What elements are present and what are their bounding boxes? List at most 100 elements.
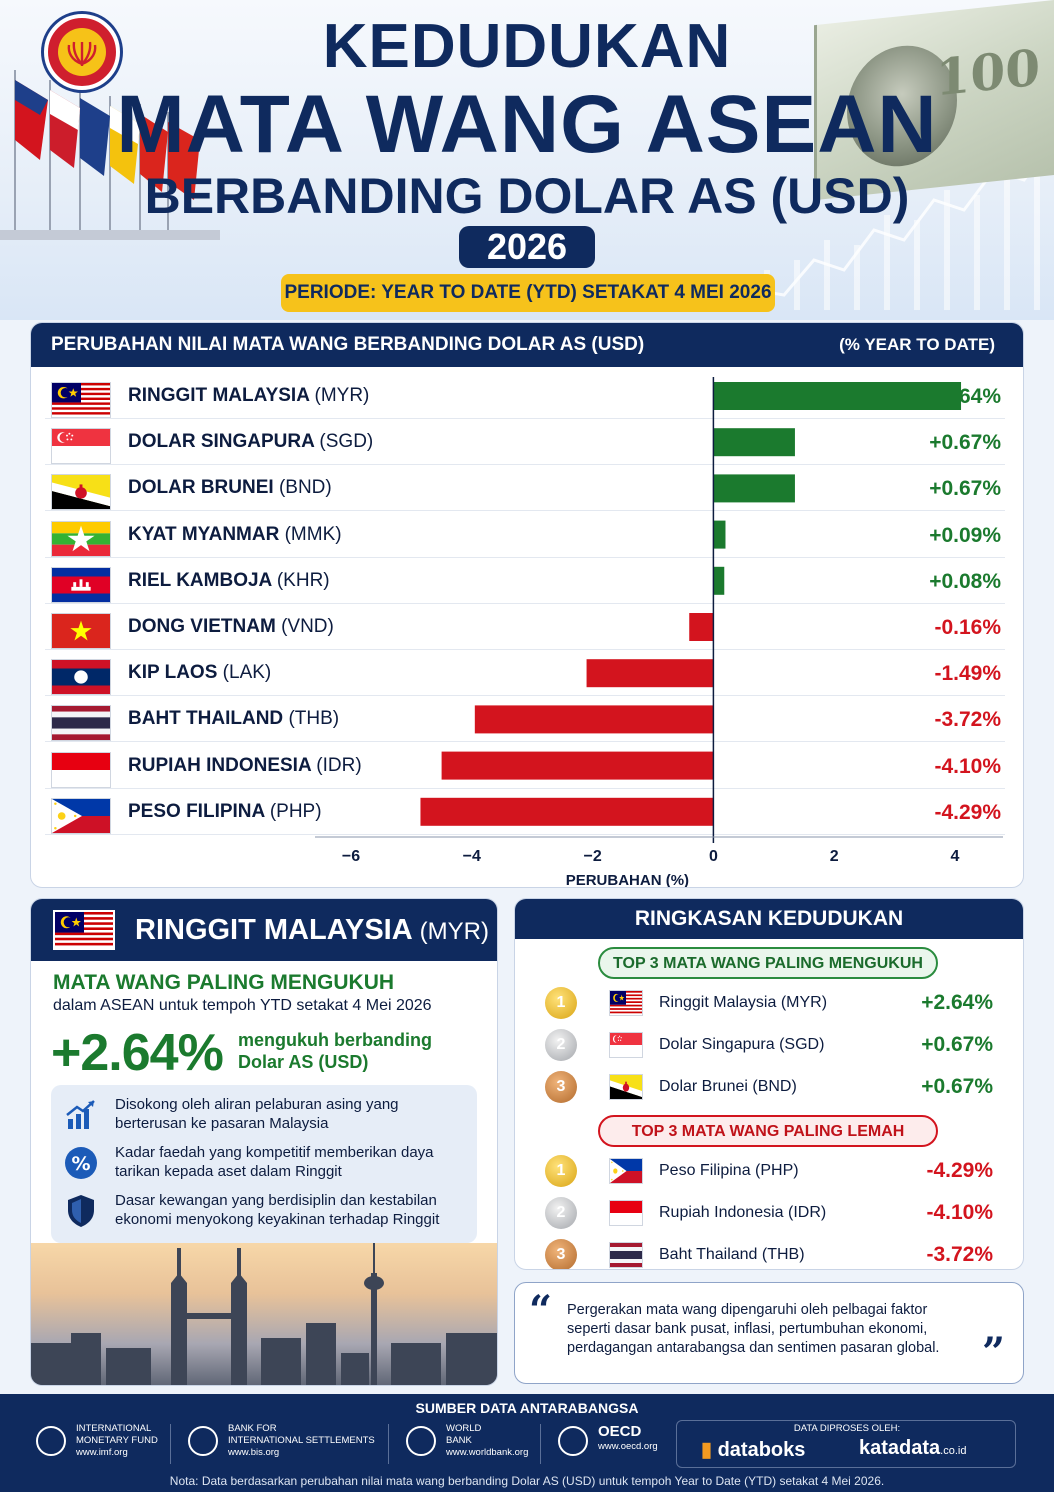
currency-change-chart-panel: PERUBAHAN NILAI MATA WANG BERBANDING DOL… [30, 322, 1024, 888]
reason-item: Disokong oleh aliran pelaburan asing yan… [63, 1095, 463, 1139]
currency-name: RIEL KAMBOJA [128, 569, 272, 591]
asean-logo [44, 14, 120, 90]
currency-code: (IDR) [316, 754, 362, 776]
currency-name: RINGGIT MALAYSIA [128, 385, 310, 406]
asean-flags-image [0, 70, 220, 240]
data-label: -0.16% [934, 616, 1001, 639]
imf-logo-icon [36, 1426, 66, 1456]
myr-card-title-code: (MYR) [419, 917, 489, 945]
flag-ph-icon [609, 1158, 643, 1184]
summary-value: -4.10% [926, 1201, 993, 1224]
quote-close-icon: ” [981, 1329, 1005, 1376]
summary-value: +0.67% [921, 1033, 993, 1056]
currency-code: (MMK) [284, 523, 342, 545]
data-label: -1.49% [934, 662, 1001, 686]
reason-text: Dasar kewangan yang berdisiplin dan kest… [115, 1192, 440, 1228]
medal-1-icon: 1 [545, 987, 577, 1019]
currency-name: BAHT THAILAND [128, 708, 284, 730]
summary-row: 3 Dolar Brunei (BND) +0.67% [515, 1067, 1023, 1107]
data-label: +0.08% [929, 569, 1001, 593]
year-badge: 2026 [459, 226, 595, 268]
flag-ph-icon [51, 797, 111, 834]
currency-label: DONG VIETNAM (VND) [128, 616, 334, 638]
currency-code: (PHP) [269, 800, 322, 822]
source-bis-line2: INTERNATIONAL SETTLEMENTS [228, 1435, 375, 1446]
chart-row: KYAT MYANMAR (MMK) +0.09% [45, 512, 1005, 558]
source-oecd-text: OECD www.oecd.org [598, 1423, 658, 1453]
databoks-name: databoks [717, 1439, 806, 1461]
source-imf-line1: INTERNATIONAL [76, 1423, 152, 1434]
source-bis: BANK FOR INTERNATIONAL SETTLEMENTS www.b… [188, 1422, 378, 1466]
currency-name: KIP LAOS [128, 662, 218, 684]
flag-th-icon [609, 1242, 643, 1268]
kuala-lumpur-skyline-image [31, 1243, 497, 1385]
myr-card-header: RINGGIT MALAYSIA (MYR) [31, 899, 497, 961]
chart-bar [441, 751, 714, 780]
myr-reasons-box: Disokong oleh aliran pelaburan asing yan… [51, 1085, 477, 1243]
chart-row: RUPIAH INDONESIA (IDR) -4.10% [45, 743, 1005, 789]
currency-label: BAHT THAILAND (THB) [128, 708, 339, 730]
processed-by-label: DATA DIPROSES OLEH: [793, 1423, 901, 1434]
currency-label: KYAT MYANMAR (MMK) [128, 524, 342, 546]
source-imf-url: www.imf.org [76, 1447, 128, 1458]
footer-title: SUMBER DATA ANTARABANGSA [415, 1400, 639, 1416]
chart-row: PESO FILIPINA (PHP) -4.29% [45, 789, 1005, 835]
medal-3-icon: 3 [545, 1071, 577, 1103]
footnote: Nota: Data berdasarkan perubahan nilai m… [169, 1474, 885, 1488]
source-bis-text: BANK FOR INTERNATIONAL SETTLEMENTS www.b… [228, 1423, 375, 1459]
ranking-summary-card: RINGKASAN KEDUDUKAN TOP 3 MATA WANG PALI… [514, 898, 1024, 1270]
databoks-logo: ▮ databoks [701, 1437, 805, 1462]
source-bis-line1: BANK FOR [228, 1423, 277, 1434]
myr-highlight-card: RINGGIT MALAYSIA (MYR) MATA WANG PALING … [30, 898, 498, 1386]
source-oecd-name: OECD [598, 1423, 642, 1440]
currency-name: RUPIAH INDONESIA [128, 754, 311, 776]
flag-id-icon [51, 751, 111, 788]
flag-my-icon [53, 910, 115, 950]
data-label: -4.10% [934, 754, 1001, 778]
bar-chart: −6 −4 −2 0 2 4 PERUBAHAN (%) [315, 377, 1003, 888]
currency-name: DOLAR SINGAPURA [128, 431, 315, 453]
source-world-bank-line1: WORLD [446, 1423, 482, 1434]
chart-bar [586, 659, 714, 688]
rice-stalk-icon [58, 28, 106, 76]
footer-divider [388, 1424, 389, 1464]
myr-card-subtitle-2: dalam ASEAN untuk tempoh YTD setakat 4 M… [53, 997, 432, 1014]
currency-code: (KHR) [276, 569, 330, 591]
currency-code: (MYR) [314, 385, 370, 406]
flag-la-icon [51, 659, 111, 696]
databoks-icon: ▮ [701, 1439, 713, 1461]
x-tick-label: −2 [583, 848, 601, 865]
source-oecd: OECD www.oecd.org [558, 1422, 668, 1466]
katadata-suffix: .co.id [940, 1445, 967, 1457]
medal-1-icon: 1 [545, 1155, 577, 1187]
currency-name: DONG VIETNAM [128, 616, 276, 637]
summary-row: 1 Ringgit Malaysia (MYR) +2.64% [515, 983, 1023, 1023]
chart-row: RIEL KAMBOJA (KHR) +0.08% [45, 558, 1005, 604]
currency-label: RIEL KAMBOJA (KHR) [128, 570, 330, 592]
katadata-name: katadata [859, 1437, 941, 1459]
summary-title: RINGKASAN KEDUDUKAN [515, 899, 1023, 939]
currency-label: RUPIAH INDONESIA (IDR) [128, 755, 362, 777]
summary-currency-name: Rupiah Indonesia (IDR) [659, 1204, 827, 1221]
flag-vn-icon [51, 613, 111, 649]
summary-row: 3 Baht Thailand (THB) -3.72% [515, 1235, 1023, 1269]
x-axis-label: PERUBAHAN (%) [566, 872, 689, 888]
data-label: -4.29% [934, 800, 1001, 824]
myr-big-value-desc: mengukuh berbanding Dolar AS (USD) [238, 1030, 433, 1072]
shield-icon [68, 1195, 94, 1227]
chart-bar [713, 428, 795, 457]
chart-bar [713, 520, 726, 549]
myr-card-title: RINGGIT MALAYSIA (MYR) [135, 914, 489, 947]
summary-value: +2.64% [921, 991, 993, 1014]
medal-2-icon: 2 [545, 1197, 577, 1229]
summary-currency-name: Peso Filipina (PHP) [659, 1162, 799, 1179]
top-strong-label: TOP 3 MATA WANG PALING MENGUKUH [598, 947, 938, 979]
percent-icon: % [65, 1147, 97, 1179]
myr-card-subtitle: MATA WANG PALING MENGUKUH [53, 971, 395, 994]
source-bis-url: www.bis.org [228, 1447, 280, 1458]
currency-code: (LAK) [222, 662, 272, 684]
source-world-bank-line2: BANK [446, 1435, 472, 1446]
reason-item: % Kadar faedah yang kompetitif memberika… [63, 1143, 463, 1187]
summary-currency-name: Dolar Brunei (BND) [659, 1078, 797, 1095]
chart-row: DOLAR SINGAPURA (SGD) +0.67% [45, 419, 1005, 466]
